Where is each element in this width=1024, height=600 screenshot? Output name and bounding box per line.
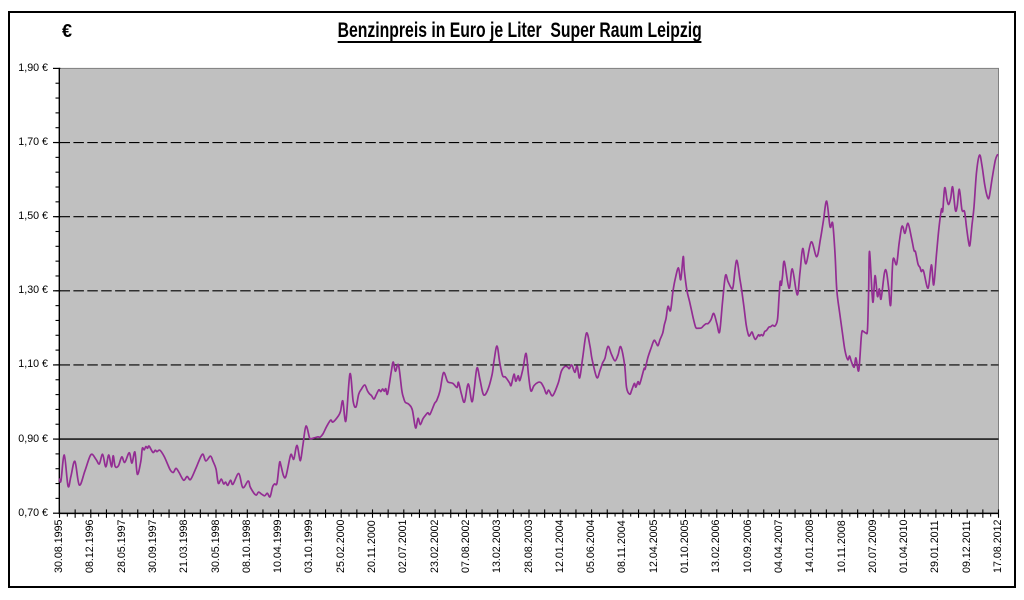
chart-outer-border bbox=[8, 11, 1016, 588]
x-tick-label: 28.05.1997 bbox=[115, 519, 128, 574]
x-tick-label: 29.01.2011 bbox=[929, 520, 942, 573]
x-tick-label: 30.05.1998 bbox=[209, 519, 222, 574]
x-tick-label: 09.12.2011 bbox=[960, 520, 973, 573]
x-tick-label: 13.02.2006 bbox=[710, 519, 723, 574]
x-tick-label: 21.03.1998 bbox=[178, 519, 191, 574]
y-tick-label: 0,70 € bbox=[18, 506, 48, 519]
x-tick-label: 08.11.2004 bbox=[616, 520, 629, 573]
x-tick-label: 30.08.1995 bbox=[53, 519, 65, 574]
x-tick-label: 17.08.2012 bbox=[992, 519, 1004, 574]
y-tick-label: 1,90 € bbox=[18, 61, 48, 74]
y-tick-label: 1,50 € bbox=[18, 210, 48, 223]
y-axis-unit-label: € bbox=[61, 21, 72, 41]
y-tick-label: 1,30 € bbox=[18, 284, 48, 297]
x-tick-label: 13.02.2003 bbox=[491, 519, 504, 574]
chart-title: Benzinpreis in Euro je Liter Super Raum … bbox=[8, 19, 1024, 43]
x-tick-label: 08.10.1998 bbox=[240, 519, 253, 574]
y-tick-label: 0,90 € bbox=[18, 432, 48, 445]
x-tick-label: 25.02.2000 bbox=[334, 519, 347, 574]
x-tick-label: 07.08.2002 bbox=[459, 519, 472, 574]
x-tick-label: 10.04.1999 bbox=[272, 519, 285, 574]
x-tick-label: 03.10.1999 bbox=[303, 519, 316, 574]
x-tick-label: 08.12.1996 bbox=[84, 519, 97, 574]
x-tick-label: 30.09.1997 bbox=[146, 519, 159, 574]
x-tick-label: 01.10.2005 bbox=[679, 519, 691, 574]
x-tick-label: 10.09.2006 bbox=[741, 519, 754, 574]
chart-title-text: Benzinpreis in Euro je Liter Super Raum … bbox=[337, 19, 703, 43]
x-tick-label: 28.08.2003 bbox=[522, 519, 535, 574]
x-tick-label: 05.06.2004 bbox=[585, 519, 598, 574]
x-tick-label: 02.07.2001 bbox=[397, 519, 410, 574]
x-tick-label: 20.11.2000 bbox=[366, 520, 378, 573]
y-tick-label: 1,10 € bbox=[18, 358, 48, 371]
x-tick-label: 12.04.2005 bbox=[647, 519, 660, 574]
price-line bbox=[58, 153, 999, 498]
x-tick-label: 04.04.2007 bbox=[772, 519, 785, 574]
x-tick-label: 12.01.2004 bbox=[553, 519, 566, 574]
x-tick-label: 14.01.2008 bbox=[804, 519, 817, 574]
x-tick-label: 23.02.2002 bbox=[428, 519, 441, 574]
x-tick-label: 20.07.2009 bbox=[866, 519, 879, 574]
y-tick-label: 1,70 € bbox=[18, 136, 48, 149]
x-tick-label: 10.11.2008 bbox=[835, 520, 848, 573]
x-tick-label: 01.04.2010 bbox=[898, 519, 911, 574]
